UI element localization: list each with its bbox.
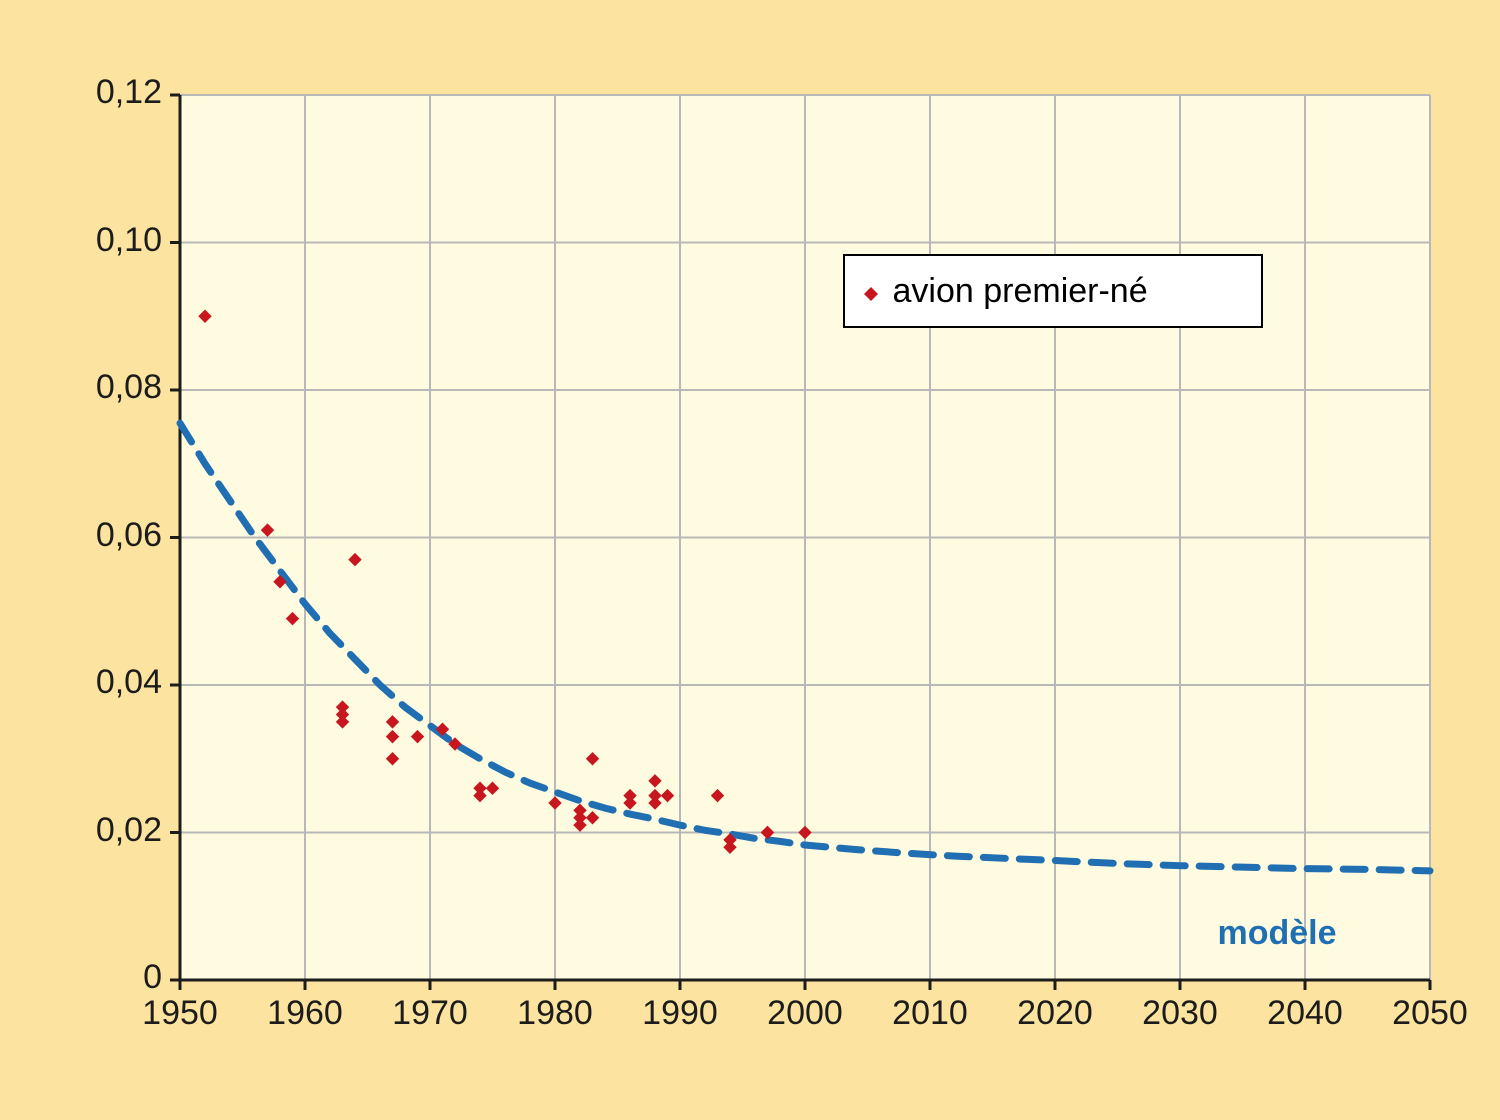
- x-tick-label: 1950: [140, 994, 220, 1033]
- x-tick-label: 1990: [640, 994, 720, 1033]
- y-tick-label: 0: [143, 958, 162, 997]
- y-tick-label: 0,02: [96, 811, 162, 850]
- x-tick-label: 2030: [1140, 994, 1220, 1033]
- x-tick-label: 2050: [1390, 994, 1470, 1033]
- model-curve-label: modèle: [1218, 914, 1337, 953]
- page: avion premier-né modèle 1950 1960 1970 1980…: [0, 0, 1500, 1120]
- x-tick-label: 2010: [890, 994, 970, 1033]
- legend-marker-diamond-icon: [863, 272, 879, 311]
- x-tick-label: 2040: [1265, 994, 1345, 1033]
- legend: avion premier-né: [843, 254, 1263, 328]
- y-tick-label: 0,04: [96, 663, 162, 702]
- y-tick-label: 0,08: [96, 368, 162, 407]
- y-tick-label: 0,06: [96, 516, 162, 555]
- x-tick-label: 2000: [765, 994, 845, 1033]
- legend-label: avion premier-né: [893, 272, 1148, 311]
- x-tick-label: 1980: [515, 994, 595, 1033]
- x-tick-label: 1960: [265, 994, 345, 1033]
- x-tick-label: 2020: [1015, 994, 1095, 1033]
- y-tick-label: 0,12: [96, 73, 162, 112]
- x-tick-label: 1970: [390, 994, 470, 1033]
- y-tick-label: 0,10: [96, 221, 162, 260]
